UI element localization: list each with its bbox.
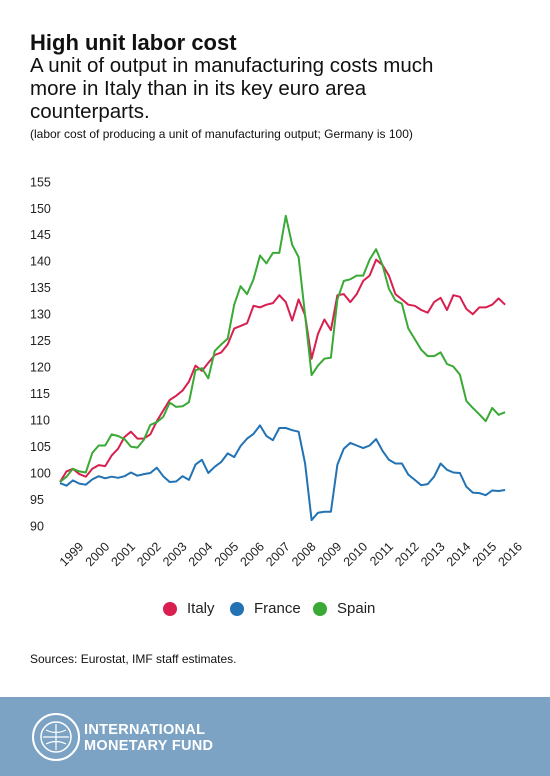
x-tick-label: 2002 — [134, 540, 164, 570]
legend-label: France — [254, 600, 301, 617]
legend-label: Italy — [187, 600, 215, 617]
footer: INTERNATIONAL MONETARY FUND — [0, 697, 550, 776]
y-tick-label: 145 — [30, 228, 51, 242]
x-tick-label: 2003 — [160, 540, 190, 570]
line-series — [59, 258, 506, 483]
y-tick-label: 135 — [30, 281, 51, 295]
x-tick-label: 2014 — [444, 540, 474, 570]
x-tick-label: 2007 — [263, 540, 293, 570]
x-tick-label: 2009 — [315, 540, 345, 570]
logo-text: MONETARY FUND — [84, 738, 214, 754]
legend: Italy France Spain — [163, 600, 375, 617]
x-tick-label: 2011 — [367, 540, 396, 569]
line-series — [59, 424, 506, 522]
chart-note: (labor cost of producing a unit of manuf… — [30, 127, 413, 141]
line-series — [59, 214, 506, 483]
source-note: Sources: Eurostat, IMF staff estimates. — [30, 652, 237, 666]
y-tick-label: 100 — [30, 466, 51, 480]
x-tick-label: 1999 — [57, 540, 87, 570]
y-tick-label: 95 — [30, 493, 44, 507]
chart: 90 95 100 105 110 115 120 125 130 135 140 145 150 155… — [30, 175, 525, 570]
x-tick-label: 2012 — [392, 540, 422, 570]
legend-label: Spain — [337, 600, 375, 617]
y-tick-label: 110 — [30, 413, 50, 427]
logo-text: INTERNATIONAL — [84, 722, 206, 738]
logo-seal — [32, 713, 80, 761]
x-tick-label: 2004 — [186, 540, 216, 570]
x-tick-label: 2008 — [289, 540, 319, 570]
x-tick-label: 2006 — [237, 540, 267, 570]
x-tick-label: 2000 — [83, 540, 113, 570]
y-tick-label: 130 — [30, 308, 51, 322]
y-tick-label: 105 — [30, 440, 51, 454]
x-tick-label: 2005 — [212, 540, 242, 570]
x-tick-label: 2015 — [470, 540, 500, 570]
chart-title: High unit labor cost — [30, 30, 237, 55]
legend-marker — [313, 602, 327, 616]
x-tick-label: 2010 — [341, 540, 371, 570]
y-tick-label: 150 — [30, 202, 51, 216]
chart-subtitle: A unit of output in manufacturing costs … — [30, 54, 434, 123]
y-tick-label: 155 — [30, 175, 51, 189]
x-tick-label: 2013 — [418, 540, 448, 570]
x-tick-label: 2016 — [495, 540, 525, 570]
y-tick-label: 90 — [30, 519, 44, 533]
y-tick-label: 120 — [30, 361, 51, 375]
y-tick-label: 140 — [30, 255, 51, 269]
x-tick-label: 2001 — [108, 540, 138, 570]
y-tick-label: 125 — [30, 334, 51, 348]
legend-marker — [230, 602, 244, 616]
legend-marker — [163, 602, 177, 616]
y-tick-label: 115 — [30, 387, 50, 401]
